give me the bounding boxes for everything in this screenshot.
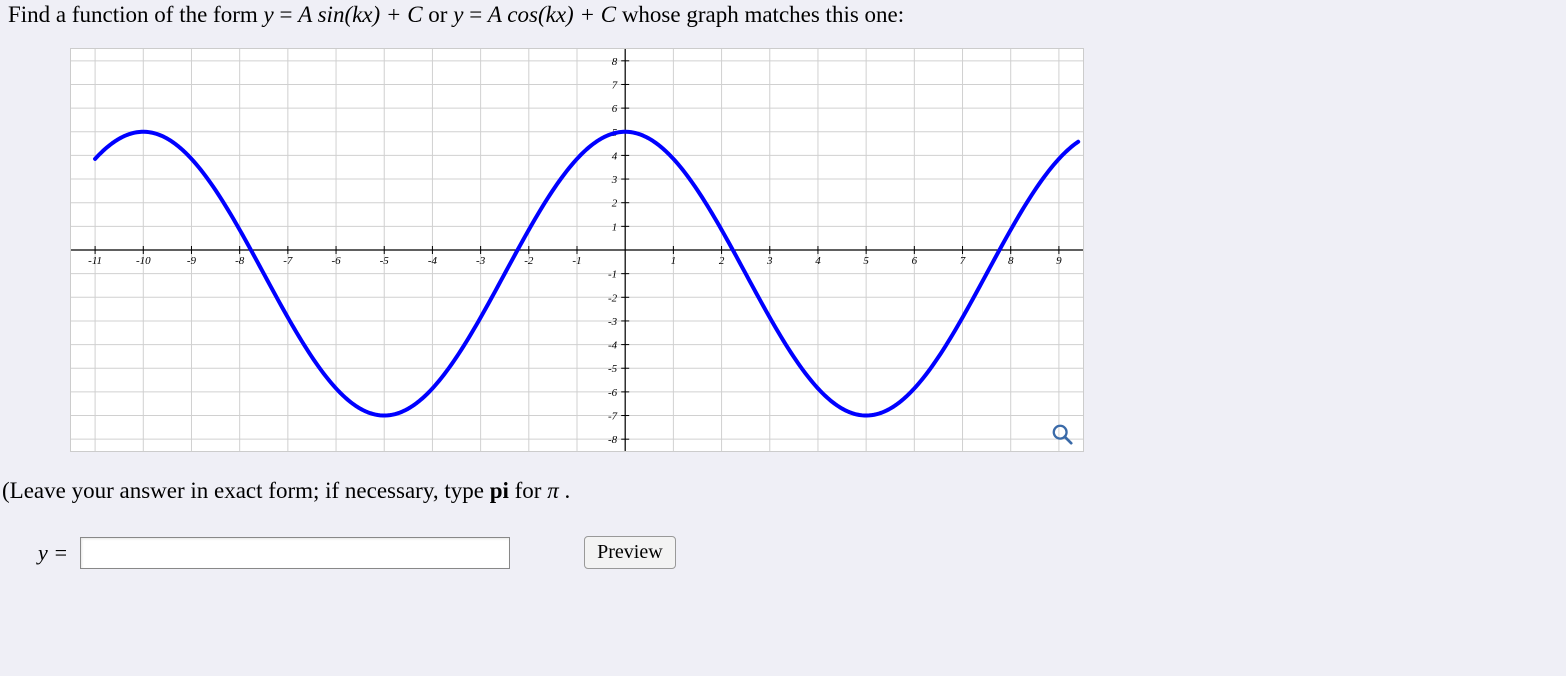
instruction-bold: pi bbox=[490, 478, 509, 503]
svg-text:2: 2 bbox=[719, 255, 725, 267]
svg-text:8: 8 bbox=[1008, 255, 1014, 267]
answer-label: y = bbox=[38, 540, 68, 566]
eq1-rhs: A sin(kx) + C bbox=[298, 2, 422, 27]
answer-row: y = Preview bbox=[0, 516, 1566, 569]
svg-text:1: 1 bbox=[671, 255, 677, 267]
question-prefix: Find a function of the form bbox=[8, 2, 264, 27]
svg-text:8: 8 bbox=[612, 56, 618, 68]
svg-text:-9: -9 bbox=[187, 255, 197, 267]
svg-text:1: 1 bbox=[612, 221, 618, 233]
svg-text:4: 4 bbox=[815, 255, 821, 267]
svg-text:7: 7 bbox=[612, 79, 618, 91]
svg-text:-2: -2 bbox=[524, 255, 534, 267]
or-text: or bbox=[428, 2, 453, 27]
svg-text:3: 3 bbox=[611, 174, 618, 186]
svg-text:5: 5 bbox=[863, 255, 869, 267]
svg-text:7: 7 bbox=[960, 255, 966, 267]
magnify-icon[interactable] bbox=[1051, 423, 1073, 445]
svg-text:-7: -7 bbox=[608, 411, 618, 423]
function-chart: -11-10-9-8-7-6-5-4-3-2-1123456789-8-7-6-… bbox=[70, 48, 1084, 452]
svg-text:-3: -3 bbox=[476, 255, 486, 267]
svg-text:-4: -4 bbox=[428, 255, 438, 267]
svg-text:6: 6 bbox=[912, 255, 918, 267]
svg-text:2: 2 bbox=[612, 198, 618, 210]
svg-text:-1: -1 bbox=[608, 269, 617, 281]
instruction-suffix: . bbox=[564, 478, 570, 503]
svg-text:9: 9 bbox=[1056, 255, 1062, 267]
svg-text:-4: -4 bbox=[608, 340, 618, 352]
svg-text:3: 3 bbox=[766, 255, 773, 267]
instruction-text: (Leave your answer in exact form; if nec… bbox=[0, 452, 1566, 516]
svg-text:-5: -5 bbox=[380, 255, 390, 267]
eq1-lhs: y bbox=[264, 2, 274, 27]
svg-text:-8: -8 bbox=[608, 434, 618, 446]
svg-text:-6: -6 bbox=[331, 255, 341, 267]
svg-text:6: 6 bbox=[612, 103, 618, 115]
eq2-rhs: A cos(kx) + C bbox=[488, 2, 616, 27]
svg-text:-2: -2 bbox=[608, 292, 618, 304]
instruction-pi: π bbox=[547, 478, 559, 503]
instruction-prefix: (Leave your answer in exact form; if nec… bbox=[2, 478, 490, 503]
svg-text:-7: -7 bbox=[283, 255, 293, 267]
svg-text:-11: -11 bbox=[88, 255, 102, 267]
svg-text:-6: -6 bbox=[608, 387, 618, 399]
svg-text:4: 4 bbox=[612, 150, 618, 162]
instruction-mid: for bbox=[515, 478, 548, 503]
svg-text:-10: -10 bbox=[136, 255, 151, 267]
chart-svg: -11-10-9-8-7-6-5-4-3-2-1123456789-8-7-6-… bbox=[71, 49, 1083, 451]
question-suffix: whose graph matches this one: bbox=[622, 2, 904, 27]
svg-text:-5: -5 bbox=[608, 363, 618, 375]
svg-text:-1: -1 bbox=[572, 255, 581, 267]
question-text: Find a function of the form y = A sin(kx… bbox=[0, 0, 1566, 36]
preview-button[interactable]: Preview bbox=[584, 536, 676, 569]
eq2-lhs: y bbox=[453, 2, 463, 27]
svg-text:-3: -3 bbox=[608, 316, 618, 328]
svg-text:-8: -8 bbox=[235, 255, 245, 267]
equals-2: = bbox=[469, 2, 488, 27]
answer-input[interactable] bbox=[80, 537, 510, 569]
equals-1: = bbox=[279, 2, 298, 27]
